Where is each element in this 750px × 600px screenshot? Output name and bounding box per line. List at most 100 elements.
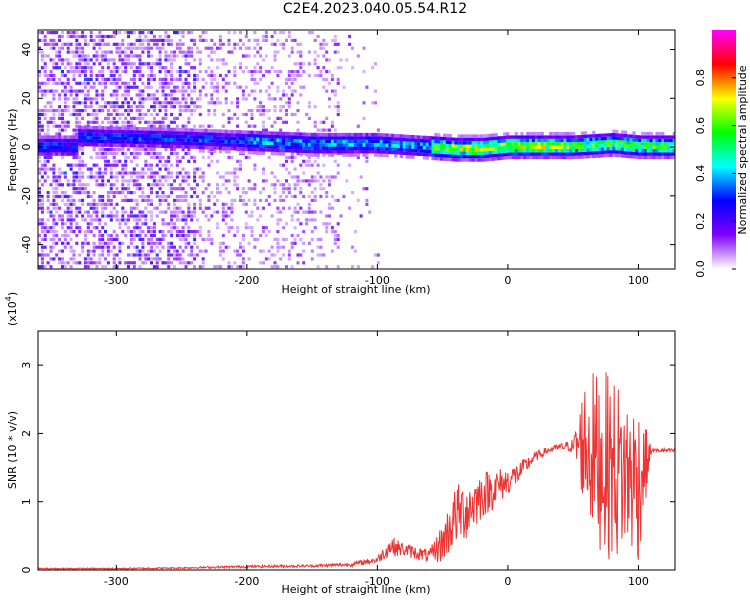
- spectrogram-cell: [150, 237, 153, 241]
- spectrogram-cell: [270, 81, 274, 85]
- spectrogram-cell: [216, 191, 219, 195]
- spectrogram-ridge-cell: [52, 145, 56, 149]
- spectrogram-ridge-cell: [419, 149, 424, 153]
- spectrogram-cell: [259, 261, 263, 265]
- spectrogram-cell: [313, 105, 317, 109]
- spectrogram-ridge-cell: [626, 154, 630, 159]
- x-tick-label: -200: [234, 575, 259, 588]
- spectrogram-cell: [241, 265, 245, 269]
- colorbar-tick-label: 0.4: [694, 165, 707, 183]
- spectrogram-cell: [129, 241, 133, 245]
- spectrogram-cell: [141, 97, 145, 101]
- spectrogram-cell: [224, 202, 228, 206]
- spectrogram-cell: [198, 105, 202, 109]
- spectrogram-ridge-cell: [368, 143, 372, 147]
- spectrogram-ridge-cell: [43, 149, 47, 153]
- spectrogram-ridge-cell: [577, 138, 582, 142]
- spectrogram-ridge-cell: [560, 149, 564, 153]
- spectrogram-cell: [138, 116, 142, 120]
- spectrogram-cell: [193, 175, 197, 179]
- spectrogram-cell: [187, 54, 191, 58]
- spectrogram-cell: [325, 70, 329, 74]
- spectrogram-cell: [164, 54, 168, 58]
- spectrogram-cell: [124, 101, 128, 105]
- spectrogram-cell: [61, 124, 64, 128]
- spectrogram-ridge-cell: [221, 139, 225, 144]
- spectrogram-cell: [161, 155, 165, 159]
- spectrogram-cell: [112, 191, 116, 195]
- spectrogram-cell: [132, 237, 136, 241]
- spectrogram-cell: [106, 253, 110, 257]
- spectrogram-cell: [164, 97, 168, 101]
- spectrogram-cell: [124, 109, 128, 113]
- spectrogram-cell: [78, 73, 82, 78]
- spectrogram-ridge-cell: [526, 152, 530, 156]
- spectrogram-ridge-cell: [267, 141, 271, 145]
- spectrogram-cell: [230, 116, 234, 120]
- spectrogram-cell: [132, 230, 136, 234]
- spectrogram-ridge-cell: [187, 145, 191, 149]
- spectrogram-ridge-cell: [328, 153, 332, 157]
- spectrogram-cell: [106, 58, 110, 62]
- spectrogram-ridge-cell: [181, 131, 185, 135]
- spectrogram-cell: [75, 120, 79, 124]
- spectrogram-cell: [92, 116, 96, 120]
- spectrogram-ridge-cell: [477, 134, 481, 138]
- spectrogram-ridge-cell: [95, 129, 99, 133]
- spectrogram-cell: [112, 159, 116, 163]
- spectrogram-cell: [290, 233, 294, 238]
- spectrogram-ridge-cell: [69, 145, 73, 149]
- spectrogram-cell: [224, 222, 228, 226]
- spectrogram-cell: [89, 101, 93, 105]
- spectrogram-cell: [52, 77, 56, 81]
- spectrogram-cell: [155, 112, 159, 117]
- spectrogram-ridge-cell: [474, 154, 478, 159]
- spectrogram-ridge-cell: [494, 157, 498, 161]
- spectrogram-ridge-cell: [89, 129, 93, 133]
- spectrogram-cell: [75, 31, 79, 35]
- spectrogram-cell: [112, 175, 116, 179]
- spectrogram-ridge-cell: [155, 130, 159, 135]
- spectrogram-cell: [259, 105, 263, 109]
- spectrogram-cell: [63, 237, 67, 241]
- spectrogram-cell: [118, 105, 122, 109]
- spectrogram-ridge-cell: [371, 139, 375, 144]
- spectrogram-cell: [52, 89, 56, 93]
- spectrogram-cell: [279, 31, 283, 35]
- spectrogram-cell: [325, 175, 329, 179]
- spectrogram-cell: [124, 179, 128, 183]
- spectrogram-cell: [58, 257, 62, 261]
- spectrogram-cell: [132, 46, 136, 50]
- spectrogram-cell: [40, 66, 44, 70]
- spectrogram-cell: [112, 261, 116, 265]
- spectrogram-cell: [233, 66, 237, 70]
- spectrogram-ridge-cell: [86, 129, 90, 133]
- spectrogram-cell: [296, 120, 300, 124]
- spectrogram-ridge-cell: [112, 133, 116, 137]
- spectrogram-cell: [40, 222, 44, 226]
- spectrogram-cell: [135, 175, 139, 179]
- spectrogram-cell: [129, 237, 133, 241]
- spectrogram-cell: [118, 46, 122, 50]
- spectrogram-cell: [78, 120, 82, 124]
- spectrogram-cell: [247, 187, 251, 191]
- spectrogram-cell: [106, 159, 110, 163]
- spectrogram-cell: [43, 237, 47, 241]
- spectrogram-cell: [55, 210, 59, 214]
- spectrogram-cell: [86, 81, 90, 85]
- spectrogram-cell: [316, 171, 320, 175]
- spectrogram-cell: [147, 81, 151, 85]
- spectrogram-ridge-cell: [615, 140, 619, 144]
- spectrogram-cell: [325, 214, 329, 218]
- spectrogram-ridge-cell: [379, 143, 383, 147]
- spectrogram-cell: [193, 237, 197, 241]
- spectrogram-ridge-cell: [124, 133, 128, 137]
- spectrogram-ridge-cell: [69, 152, 73, 156]
- spectrogram-cell: [161, 81, 165, 85]
- spectrogram-cell: [342, 85, 346, 89]
- spectrogram-cell: [193, 58, 197, 62]
- spectrogram-cell: [253, 46, 257, 50]
- spectrogram-ridge-cell: [621, 150, 625, 155]
- spectrogram-ridge-cell: [480, 154, 484, 159]
- spectrogram-cell: [178, 233, 182, 238]
